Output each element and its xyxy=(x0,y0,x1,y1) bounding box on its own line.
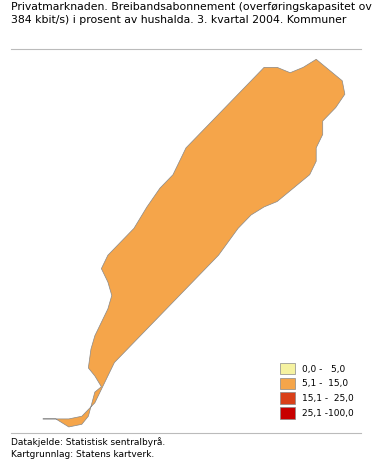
Polygon shape xyxy=(43,59,345,427)
Legend: 0,0 -   5,0, 5,1 -  15,0, 15,1 -  25,0, 25,1 -100,0: 0,0 - 5,0, 5,1 - 15,0, 15,1 - 25,0, 25,1… xyxy=(278,360,356,421)
Text: Datakjelde: Statistisk sentralbyrå.: Datakjelde: Statistisk sentralbyrå. xyxy=(11,437,166,447)
Text: Privatmarknaden. Breibandsabonnement (overføringskapasitet over
384 kbit/s) i pr: Privatmarknaden. Breibandsabonnement (ov… xyxy=(11,2,372,25)
Text: Kartgrunnlag: Statens kartverk.: Kartgrunnlag: Statens kartverk. xyxy=(11,450,154,460)
